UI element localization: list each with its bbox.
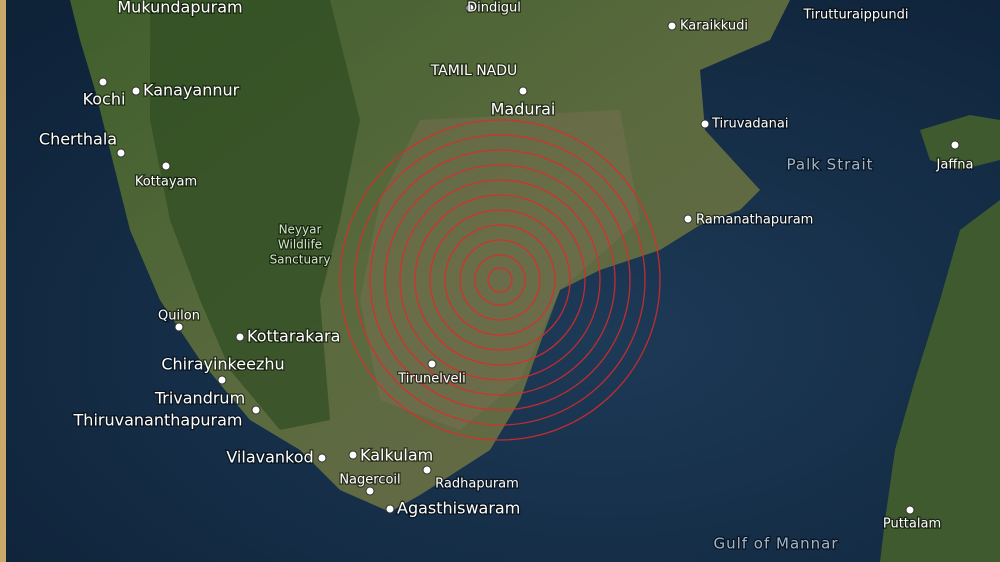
small-label: Puttalam [883, 517, 941, 532]
town-label: Chirayinkeezhu [161, 355, 284, 374]
small-label: Karaikkudi [680, 19, 748, 34]
place-dot [667, 21, 677, 31]
place-dot [251, 405, 261, 415]
place-dot [174, 322, 184, 332]
place-dot [98, 77, 108, 87]
place-dot [235, 332, 245, 342]
town-label: Kanayannur [143, 81, 240, 100]
town-label: Kochi [83, 90, 126, 109]
sri-lanka-land [880, 200, 1000, 562]
town-label: Cherthala [39, 130, 117, 149]
small-label: Quilon [158, 309, 200, 324]
western-ghats [150, 0, 360, 430]
jaffna-land [920, 115, 1000, 170]
small-label: Dindigul [467, 1, 521, 16]
place-dot [217, 375, 227, 385]
place-dot [131, 86, 141, 96]
epicentre-rings [339, 119, 661, 441]
town-label: Kalkulam [360, 446, 433, 465]
small-label: Kottayam [135, 175, 197, 190]
small-label: Jaffna [936, 158, 974, 173]
park-label: Neyyar [279, 223, 322, 237]
small-label: Ramanathapuram [696, 213, 813, 228]
town-label: Agasthiswaram [397, 499, 520, 518]
place-dot [116, 148, 126, 158]
place-dot [700, 119, 710, 129]
place-dot [365, 486, 375, 496]
small-label: Tirunelveli [397, 372, 466, 387]
town-label: Madurai [491, 100, 556, 119]
small-label: Tiruvadanai [711, 117, 788, 132]
place-dot [161, 161, 171, 171]
place-dot [950, 140, 960, 150]
water-label: Gulf of Mannar [713, 535, 838, 553]
park-label: Wildlife [278, 238, 322, 252]
place-dot [317, 453, 327, 463]
place-dot [465, 3, 475, 13]
place-dot [427, 359, 437, 369]
place-dot [905, 505, 915, 515]
town-label: Vilavankod [226, 448, 313, 467]
place-dot [422, 465, 432, 475]
park-label: Sanctuary [270, 253, 331, 267]
small-label: Tirutturaippundi [803, 8, 909, 23]
town-label: Trivandrum [154, 389, 245, 408]
frame-edge [0, 0, 6, 562]
place-dot [385, 504, 395, 514]
place-dot [518, 86, 528, 96]
town-label: Mukundapuram [117, 0, 242, 17]
small-label: Nagercoil [339, 473, 400, 488]
water-label: Palk Strait [787, 156, 874, 174]
small-label: Radhapuram [435, 477, 519, 492]
place-dot [683, 214, 693, 224]
town-label: Kottarakara [247, 327, 340, 346]
place-dot [348, 450, 358, 460]
town-label: Thiruvananthapuram [73, 411, 243, 430]
region-label: TAMIL NADU [430, 63, 518, 79]
dry-plains [360, 110, 640, 430]
